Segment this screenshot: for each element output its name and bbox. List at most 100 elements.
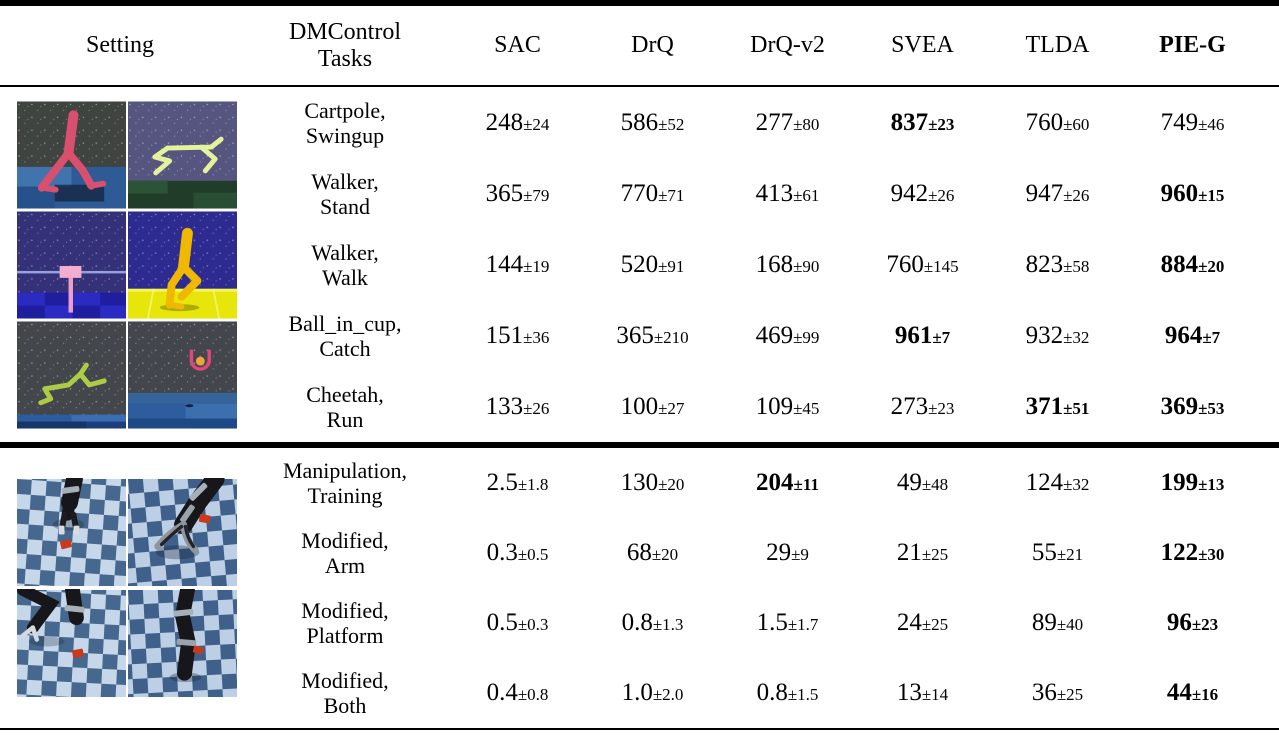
score-value: 273 <box>890 392 929 420</box>
score-value: 21 <box>896 539 922 566</box>
score-value: 168 <box>755 250 794 278</box>
score-value: 122 <box>1160 539 1199 566</box>
value-cell: 0.8±1.5 <box>720 679 855 707</box>
value-cell: 0.4±0.8 <box>450 679 585 707</box>
score-std: ±26 <box>928 185 955 205</box>
score-value: 199 <box>1160 469 1199 496</box>
score-std: ±52 <box>658 114 685 134</box>
column-header-line: DMControl <box>288 18 401 45</box>
score-value: 36 <box>1031 679 1057 706</box>
score-value: 13 <box>896 679 922 706</box>
score-value: 884 <box>1160 250 1199 278</box>
score-value: 586 <box>620 108 659 136</box>
setting-images <box>0 100 240 429</box>
score-value: 49 <box>896 469 922 496</box>
column-header-dmcontrol-tasks: DMControl Tasks <box>240 19 450 73</box>
value-cell: 248±24 <box>450 109 585 137</box>
score-std: ±24 <box>523 114 550 134</box>
score-std: ±210 <box>653 327 689 347</box>
task-line: Manipulation, <box>282 458 408 483</box>
score-value: 248 <box>485 108 524 136</box>
score-std: ±32 <box>1063 327 1090 347</box>
table-header-row: Setting DMControl Tasks SAC DrQ DrQ-v2 SVEA TLD… <box>0 6 1279 87</box>
value-cell: 133±26 <box>450 393 585 421</box>
score-value: 749 <box>1160 108 1199 136</box>
score-value: 1.5 <box>756 609 788 636</box>
value-cell: 586±52 <box>585 109 720 137</box>
score-std: ±26 <box>1063 185 1090 205</box>
score-value: 277 <box>755 108 794 136</box>
task-cell: Walker, Walk <box>240 240 450 290</box>
score-std: ±25 <box>921 545 949 564</box>
value-cell: 273±23 <box>855 393 990 421</box>
column-header-svea: SVEA <box>855 32 990 59</box>
robot-arm-top-image <box>17 478 126 587</box>
score-std: ±40 <box>1056 615 1084 634</box>
task-line: Training <box>307 483 383 508</box>
value-cell: 29±9 <box>720 539 855 567</box>
score-std: ±53 <box>1198 398 1225 418</box>
value-cell: 884±20 <box>1125 251 1260 279</box>
value-cell: 823±58 <box>990 251 1125 279</box>
score-std: ±45 <box>793 398 820 418</box>
task-line: Walker, <box>311 239 379 265</box>
cheetah-green-image <box>128 100 237 209</box>
score-std: ±80 <box>793 114 820 134</box>
column-header-sac: SAC <box>450 32 585 59</box>
score-value: 55 <box>1031 539 1057 566</box>
score-value: 144 <box>485 250 524 278</box>
value-cell: 204±11 <box>720 469 855 497</box>
value-cell: 960±15 <box>1125 180 1260 208</box>
score-std: ±7 <box>932 327 951 347</box>
value-cell: 130±20 <box>585 469 720 497</box>
value-cell: 932±32 <box>990 322 1125 350</box>
score-std: ±7 <box>1202 327 1221 347</box>
setting-image-grid <box>17 100 240 429</box>
column-header-line: TLDA <box>1025 32 1090 58</box>
score-std: ±1.3 <box>652 615 684 634</box>
task-cell: Manipulation, Training <box>240 458 450 508</box>
cartpole-image <box>17 210 126 319</box>
setting-image-grid <box>17 478 240 698</box>
value-cell: 369±53 <box>1125 393 1260 421</box>
value-cell: 413±61 <box>720 180 855 208</box>
score-std: ±1.7 <box>787 615 819 634</box>
score-value: 0.5 <box>486 609 518 636</box>
column-header-line: SVEA <box>891 32 954 58</box>
score-value: 760 <box>886 250 924 278</box>
column-header-line: SAC <box>494 32 541 58</box>
score-std: ±30 <box>1198 545 1225 564</box>
score-std: ±32 <box>1063 475 1090 494</box>
score-std: ±11 <box>793 475 819 494</box>
value-cell: 24±25 <box>855 609 990 637</box>
task-line: Platform <box>306 623 384 648</box>
value-cell: 365±79 <box>450 180 585 208</box>
score-value: 0.8 <box>621 609 653 636</box>
value-cell: 168±90 <box>720 251 855 279</box>
score-std: ±13 <box>1198 475 1225 494</box>
value-cell: 837±23 <box>855 109 990 137</box>
value-cell: 55±21 <box>990 539 1125 567</box>
score-std: ±0.3 <box>517 615 549 634</box>
score-std: ±20 <box>651 545 679 564</box>
value-cell: 0.5±0.3 <box>450 609 585 637</box>
score-value: 2.5 <box>486 469 518 496</box>
task-line: Walker, <box>311 168 379 194</box>
value-cell: 0.8±1.3 <box>585 609 720 637</box>
value-cell: 365±210 <box>585 322 720 350</box>
score-value: 0.3 <box>486 539 518 566</box>
task-line: Cartpole, <box>304 97 386 123</box>
task-cell: Cheetah, Run <box>240 382 450 432</box>
task-line: Cheetah, <box>306 381 384 407</box>
score-value: 44 <box>1166 679 1192 706</box>
value-cell: 961±7 <box>855 322 990 350</box>
value-cell: 36±25 <box>990 679 1125 707</box>
value-cell: 1.5±1.7 <box>720 609 855 637</box>
column-header-drq-v2: DrQ-v2 <box>720 32 855 59</box>
value-cell: 371±51 <box>990 393 1125 421</box>
score-std: ±25 <box>921 615 949 634</box>
value-cell: 49±48 <box>855 469 990 497</box>
score-value: 960 <box>1160 179 1199 207</box>
value-cell: 770±71 <box>585 180 720 208</box>
score-std: ±48 <box>921 475 949 494</box>
